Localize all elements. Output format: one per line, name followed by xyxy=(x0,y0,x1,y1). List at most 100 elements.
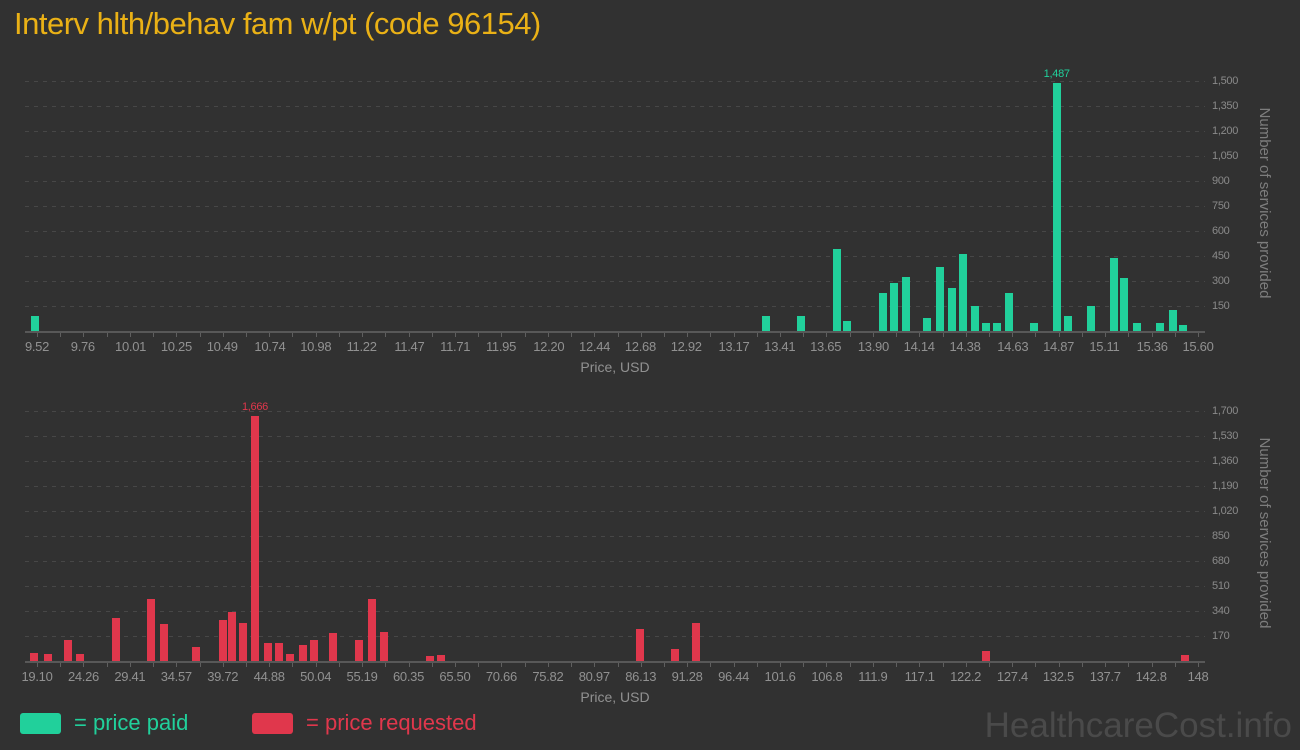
x-tick-label: 15.36 xyxy=(1136,339,1168,354)
axis-tick xyxy=(501,663,503,667)
axis-tick xyxy=(362,663,364,667)
axis-tick xyxy=(872,333,874,337)
histogram-bar[interactable] xyxy=(1181,655,1190,661)
histogram-bar[interactable] xyxy=(250,415,259,661)
histogram-bar[interactable] xyxy=(1119,278,1128,331)
histogram-bar[interactable] xyxy=(298,644,307,661)
x-tick-label: 10.49 xyxy=(206,339,238,354)
histogram-bar[interactable] xyxy=(878,292,887,331)
histogram-bar[interactable] xyxy=(833,249,842,331)
histogram-bar[interactable] xyxy=(842,320,851,331)
histogram-bar[interactable] xyxy=(425,655,434,661)
histogram-bar[interactable] xyxy=(1064,315,1073,331)
x-tick-label: 132.5 xyxy=(1042,669,1074,684)
histogram-bar[interactable] xyxy=(31,315,40,331)
axis-tick xyxy=(431,333,433,337)
y-tick-label: 450 xyxy=(1212,249,1230,262)
y-tick-label: 1,020 xyxy=(1212,504,1239,517)
histogram-bar[interactable] xyxy=(228,611,237,661)
y-tick-label: 680 xyxy=(1212,554,1230,567)
axis-tick xyxy=(919,663,921,667)
histogram-bar[interactable] xyxy=(901,276,910,331)
x-tick-label: 19.10 xyxy=(21,669,53,684)
axis-tick xyxy=(37,333,38,337)
axis-tick xyxy=(919,333,921,337)
y-tick-label: 1,190 xyxy=(1212,479,1239,492)
histogram-bar[interactable] xyxy=(368,599,377,661)
histogram-bar[interactable] xyxy=(890,282,899,331)
histogram-bar[interactable] xyxy=(192,647,201,661)
histogram-bar[interactable] xyxy=(76,653,85,661)
axis-tick xyxy=(269,663,271,667)
histogram-bar[interactable] xyxy=(796,315,805,331)
gridline xyxy=(25,610,1205,612)
y-tick-label: 170 xyxy=(1212,629,1230,642)
histogram-bar[interactable] xyxy=(970,305,979,331)
axis-tick xyxy=(663,333,665,337)
x-axis-line xyxy=(25,661,1205,663)
axis-tick xyxy=(965,663,967,667)
axis-tick xyxy=(756,333,758,337)
x-tick-label: 60.35 xyxy=(393,669,425,684)
histogram-bar[interactable] xyxy=(329,633,338,661)
x-tick-label: 10.25 xyxy=(160,339,192,354)
histogram-bar[interactable] xyxy=(922,317,931,331)
histogram-bar[interactable] xyxy=(310,639,319,661)
histogram-bar[interactable] xyxy=(147,599,156,661)
axis-tick xyxy=(826,663,828,667)
axis-tick xyxy=(1081,333,1083,337)
paid-legend-label: = price paid xyxy=(74,710,189,735)
gridline xyxy=(25,460,1205,462)
histogram-bar[interactable] xyxy=(112,618,121,661)
axis-tick xyxy=(153,663,155,667)
histogram-bar[interactable] xyxy=(218,619,227,661)
histogram-bar[interactable] xyxy=(959,254,968,331)
histogram-bar[interactable] xyxy=(936,266,945,331)
histogram-bar[interactable] xyxy=(63,639,72,661)
axis-tick xyxy=(60,663,62,667)
histogram-bar[interactable] xyxy=(1169,310,1178,331)
histogram-bar[interactable] xyxy=(437,655,446,661)
axis-tick xyxy=(454,663,456,667)
histogram-bar[interactable] xyxy=(379,631,388,661)
histogram-bar[interactable] xyxy=(1004,292,1013,331)
axis-tick xyxy=(245,333,247,337)
y-tick-label: 340 xyxy=(1212,604,1230,617)
axis-tick xyxy=(338,663,340,667)
axis-tick xyxy=(687,333,689,337)
histogram-bar[interactable] xyxy=(762,315,771,331)
histogram-bar[interactable] xyxy=(692,622,701,661)
axis-tick xyxy=(1128,333,1130,337)
histogram-bar[interactable] xyxy=(43,653,52,661)
axis-tick xyxy=(942,333,944,337)
x-tick-label: 12.20 xyxy=(533,339,565,354)
gridline xyxy=(25,560,1205,562)
histogram-bar[interactable] xyxy=(982,322,991,331)
histogram-bar[interactable] xyxy=(947,287,956,331)
axis-tick xyxy=(269,333,271,337)
histogram-bar[interactable] xyxy=(355,640,364,661)
histogram-bar[interactable] xyxy=(1132,323,1141,331)
histogram-bar[interactable] xyxy=(159,624,168,661)
axis-tick xyxy=(803,333,805,337)
histogram-bar[interactable] xyxy=(982,650,991,661)
histogram-bar[interactable] xyxy=(30,652,39,661)
axis-tick xyxy=(849,333,851,337)
histogram-bar[interactable] xyxy=(635,628,644,661)
histogram-bar[interactable] xyxy=(1155,322,1164,331)
histogram-bar[interactable] xyxy=(1087,305,1096,331)
histogram-bar[interactable] xyxy=(275,642,284,661)
histogram-bar[interactable] xyxy=(239,623,248,661)
histogram-bar[interactable] xyxy=(1178,325,1187,331)
histogram-bar[interactable] xyxy=(286,654,295,661)
histogram-bar[interactable] xyxy=(263,642,272,661)
axis-tick xyxy=(1198,333,1199,337)
histogram-bar[interactable] xyxy=(670,649,679,661)
histogram-bar[interactable] xyxy=(993,322,1002,331)
x-axis-line xyxy=(25,331,1205,333)
axis-tick xyxy=(1058,333,1060,337)
histogram-bar[interactable] xyxy=(1029,322,1038,331)
histogram-bar[interactable] xyxy=(1109,257,1118,331)
y-tick-label: 750 xyxy=(1212,199,1230,212)
histogram-bar[interactable] xyxy=(1052,82,1061,331)
